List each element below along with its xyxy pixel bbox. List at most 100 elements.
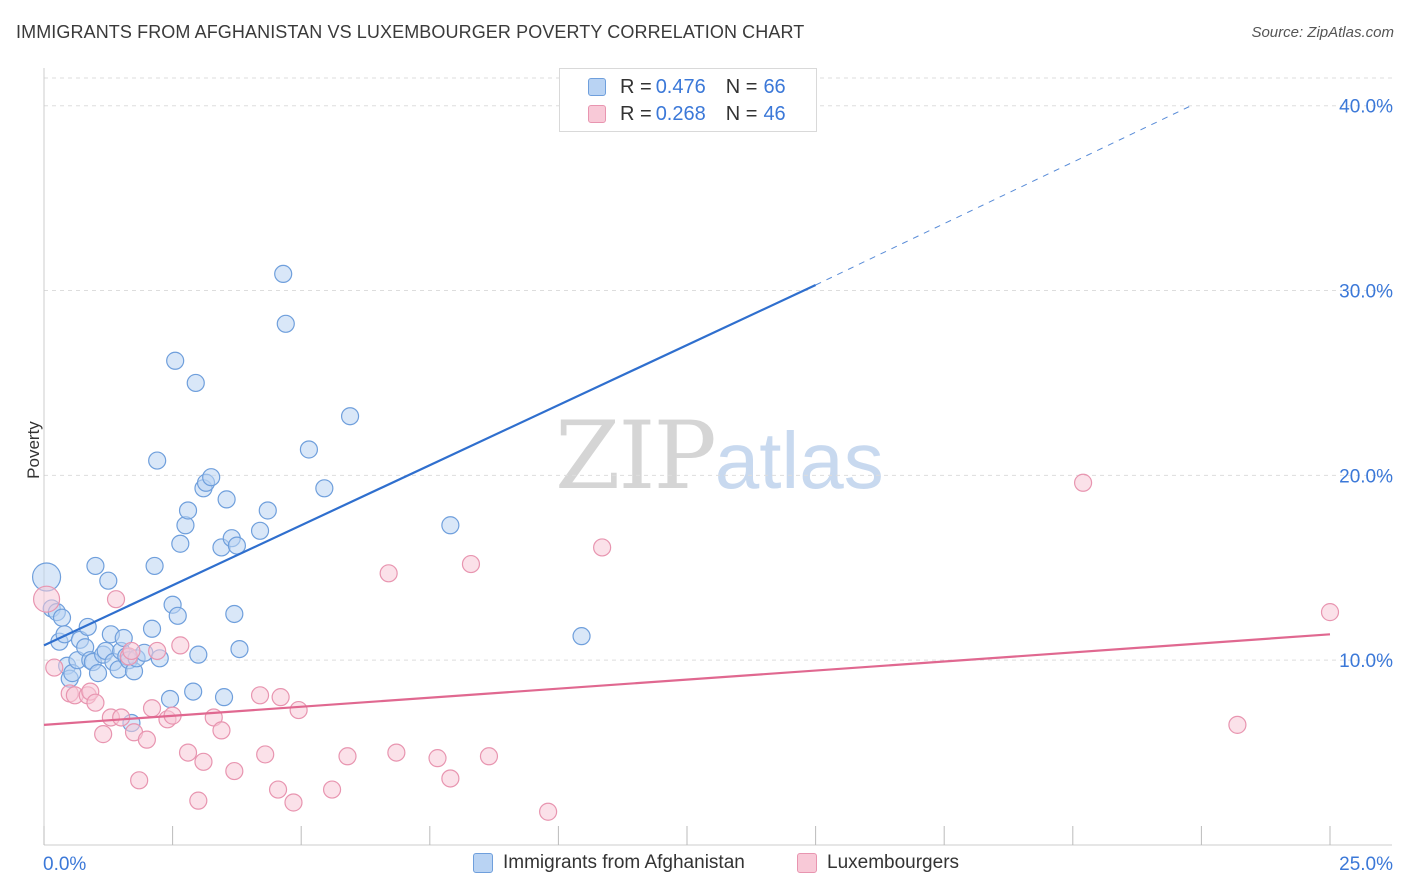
series-luxembourgers-points (32, 473, 1340, 821)
luxembourgers-point (322, 780, 342, 799)
afghanistan-point (88, 664, 108, 683)
luxembourgers-point (387, 743, 406, 762)
afghanistan-point (176, 516, 195, 535)
afghanistan-point (258, 501, 277, 520)
series-afghanistan-points (31, 264, 591, 733)
luxembourgers-point (106, 590, 126, 609)
luxembourgers-point (137, 730, 156, 749)
afghanistan-point (178, 501, 198, 520)
afghanistan-point (250, 521, 270, 540)
chart-title: IMMIGRANTS FROM AFGHANISTAN VS LUXEMBOUR… (16, 22, 805, 42)
legend-swatch-pink (588, 105, 606, 123)
luxembourgers-point (268, 780, 288, 799)
luxembourgers-point (379, 564, 398, 583)
luxembourgers-point (94, 725, 113, 744)
luxembourgers-point (428, 749, 447, 768)
legend-n-label: N = (725, 102, 758, 125)
luxembourgers-point (122, 641, 141, 661)
luxembourgers-point (32, 585, 61, 613)
afghanistan-point (86, 556, 105, 576)
luxembourgers-point (593, 538, 612, 557)
afghanistan-point (166, 351, 185, 370)
series-legend-afghanistan: Immigrants from Afghanistan (473, 852, 745, 874)
tick-labels: 10.0% 20.0% 30.0% 40.0% 0.0% 25.0% (43, 97, 1393, 875)
luxembourgers-point (148, 641, 167, 661)
series-legend: Immigrants from Afghanistan Luxembourger… (0, 852, 1406, 878)
afghanistan-point (276, 314, 295, 333)
legend-row-afghanistan: R = 0.476 N = 66 (560, 73, 786, 101)
afghanistan-point (214, 688, 234, 707)
afghanistan-point (340, 407, 360, 426)
luxembourgers-point (1228, 715, 1247, 734)
y-tick-label: 20.0% (1339, 466, 1393, 487)
luxembourgers-point (479, 747, 499, 766)
luxembourgers-point (45, 658, 64, 677)
series-swatch-blue (473, 853, 493, 873)
afghanistan-point (160, 689, 180, 709)
luxembourgers-point (284, 793, 303, 812)
luxembourgers-point (142, 699, 162, 718)
afghanistan-point (274, 264, 293, 284)
afghanistan-point (189, 645, 208, 664)
legend-r-label: R = (620, 102, 652, 125)
legend-n-value: 66 (763, 75, 786, 98)
series-legend-luxembourgers: Luxembourgers (797, 852, 959, 874)
legend-swatch-blue (588, 78, 606, 96)
legend-r-value: 0.268 (655, 102, 706, 125)
luxembourgers-point (130, 771, 149, 790)
grid-lines (44, 77, 1392, 661)
legend-r-label: R = (620, 75, 652, 98)
luxembourgers-point (225, 761, 244, 781)
series-legend-label: Immigrants from Afghanistan (503, 852, 745, 873)
luxembourgers-point (271, 688, 290, 707)
afghanistan-point (184, 682, 203, 701)
luxembourgers-point (289, 700, 308, 720)
series-swatch-pink (797, 853, 817, 873)
afghanistan-point (168, 606, 187, 625)
y-tick-label: 40.0% (1339, 97, 1393, 118)
afghanistan-point (225, 604, 244, 624)
luxembourgers-trend-line (43, 633, 1331, 726)
afghanistan-trend-extension (815, 105, 1192, 286)
luxembourgers-point (461, 554, 481, 574)
watermark-zip: ZIP (555, 402, 717, 511)
x-tick-label-max: 25.0% (1339, 854, 1393, 875)
x-tick-label-min: 0.0% (43, 854, 86, 875)
luxembourgers-point (441, 769, 460, 788)
afghanistan-point (202, 468, 221, 487)
luxembourgers-point (171, 636, 190, 655)
afghanistan-point (217, 490, 236, 509)
afghanistan-point (142, 619, 162, 638)
afghanistan-point (148, 451, 167, 470)
afghanistan-point (230, 639, 249, 659)
legend-row-luxembourgers: R = 0.268 N = 46 (560, 100, 786, 128)
axes (43, 68, 1392, 846)
luxembourgers-point (178, 743, 198, 762)
luxembourgers-point (256, 745, 275, 764)
luxembourgers-point (250, 686, 270, 705)
luxembourgers-point (338, 747, 357, 766)
luxembourgers-point (539, 802, 558, 821)
y-axis-label: Poverty (24, 421, 43, 479)
afghanistan-point (55, 625, 74, 644)
afghanistan-point (572, 627, 591, 646)
series-legend-label: Luxembourgers (827, 852, 960, 873)
afghanistan-point (299, 440, 319, 459)
chart-source: Source: ZipAtlas.com (1251, 24, 1394, 41)
luxembourgers-point (212, 721, 231, 740)
legend-n-label: N = (725, 75, 758, 98)
y-tick-label: 10.0% (1339, 651, 1393, 672)
luxembourgers-point (112, 708, 131, 727)
afghanistan-point (171, 534, 190, 553)
watermark: ZIPatlas (555, 402, 884, 511)
afghanistan-point (315, 479, 334, 498)
legend-r-value: 0.476 (655, 75, 706, 98)
y-tick-label: 30.0% (1339, 282, 1393, 303)
luxembourgers-point (86, 693, 105, 712)
correlation-legend: R = 0.476 N = 66 R = 0.268 N = 46 (559, 68, 817, 132)
legend-n-value: 46 (763, 102, 786, 125)
luxembourgers-point (1320, 603, 1340, 622)
afghanistan-point (52, 608, 72, 627)
luxembourgers-point (189, 791, 208, 810)
